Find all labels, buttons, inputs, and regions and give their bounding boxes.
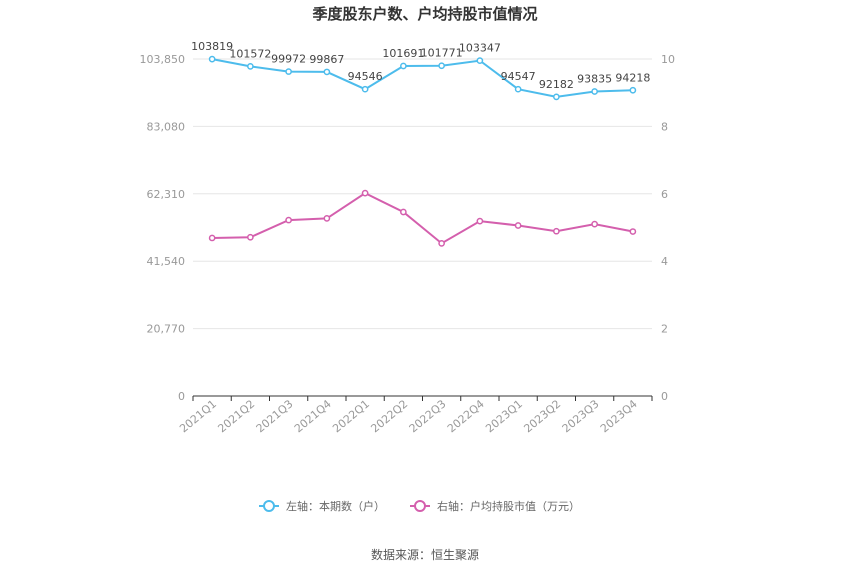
- x-tick-label: 2022Q1: [330, 397, 372, 435]
- x-tick-label: 2022Q2: [369, 397, 411, 435]
- x-tick-label: 2021Q4: [292, 397, 334, 435]
- data-point: [553, 93, 560, 101]
- x-tick-label: 2021Q3: [254, 397, 296, 435]
- data-label: 99972: [271, 53, 306, 66]
- data-point: [285, 216, 292, 224]
- data-point: [553, 227, 560, 235]
- data-label: 94547: [501, 70, 536, 83]
- legend[interactable]: 左轴：本期数（户） 右轴：户均持股市值（万元）: [259, 499, 580, 513]
- data-label: 101572: [229, 47, 271, 60]
- x-tick-label: 2023Q3: [560, 397, 602, 435]
- data-point: [514, 222, 522, 229]
- data-label: 94546: [348, 70, 383, 83]
- x-tick-label: 2021Q2: [216, 397, 258, 435]
- legend-label: 右轴：户均持股市值（万元）: [437, 499, 580, 513]
- data-point: [285, 68, 292, 75]
- data-label: 92182: [539, 78, 574, 91]
- data-point: [476, 57, 484, 64]
- y-right-tick-label: 6: [661, 188, 668, 201]
- y-right-tick-label: 2: [661, 323, 668, 336]
- data-point: [629, 228, 637, 235]
- data-point: [438, 62, 445, 70]
- series: [208, 55, 637, 247]
- x-tick-label: 2022Q3: [407, 397, 449, 435]
- y-right-tick-label: 10: [661, 53, 675, 66]
- y-left-tick-label: 0: [178, 390, 185, 403]
- y-left-tick-label: 62,310: [147, 188, 186, 201]
- data-point: [514, 85, 522, 93]
- legend-marker-icon: [414, 500, 426, 512]
- data-label: 103819: [191, 40, 233, 53]
- data-label: 101691: [382, 47, 424, 60]
- y-left-tick-label: 20,770: [147, 323, 186, 336]
- data-point: [323, 68, 331, 76]
- data-point: [247, 63, 254, 70]
- data-point: [591, 220, 598, 228]
- legend-item-1[interactable]: 左轴：本期数（户）: [259, 499, 385, 513]
- data-point: [323, 215, 331, 222]
- x-tick-label: 2023Q2: [522, 397, 564, 435]
- data-point: [476, 217, 484, 225]
- source-note: 数据来源：恒生聚源: [371, 547, 479, 562]
- data-label: 103347: [459, 42, 501, 55]
- data-label: 93835: [577, 72, 612, 85]
- data-point: [591, 88, 598, 95]
- data-point: [247, 233, 254, 241]
- legend-marker-icon: [263, 500, 275, 512]
- data-point: [629, 86, 637, 94]
- x-tick-label: 2023Q1: [483, 397, 525, 435]
- data-point: [438, 239, 445, 247]
- y-right-tick-label: 8: [661, 120, 668, 133]
- grid-lines: [193, 58, 652, 330]
- y-right-tick-label: 4: [661, 255, 668, 268]
- axes: 0 20,770 41,540 62,310 83,080 103,850 0 2 4 6 8 10 2…: [140, 53, 676, 435]
- y-left-tick-label: 103,850: [140, 53, 186, 66]
- chart-title: 季度股东户数、户均持股市值情况: [312, 5, 537, 23]
- data-point: [361, 85, 369, 93]
- data-point: [400, 62, 407, 70]
- data-point: [361, 189, 369, 197]
- data-label: 101771: [421, 47, 463, 60]
- x-tick-label: 2021Q1: [177, 397, 219, 435]
- y-left-tick-label: 83,080: [147, 120, 186, 133]
- y-right-tick-label: 0: [661, 390, 668, 403]
- data-point: [400, 208, 407, 216]
- data-label: 99867: [309, 53, 344, 66]
- series-line-1: [211, 58, 633, 98]
- data-point: [208, 234, 216, 242]
- x-tick-label: 2023Q4: [598, 397, 640, 435]
- data-label: 94218: [615, 71, 650, 84]
- x-tick-label: 2022Q4: [445, 397, 487, 435]
- y-left-tick-label: 41,540: [147, 255, 186, 268]
- legend-label: 左轴：本期数（户）: [286, 499, 385, 513]
- legend-item-2[interactable]: 右轴：户均持股市值（万元）: [410, 499, 580, 513]
- series-line-2: [212, 191, 634, 245]
- data-point: [208, 55, 216, 63]
